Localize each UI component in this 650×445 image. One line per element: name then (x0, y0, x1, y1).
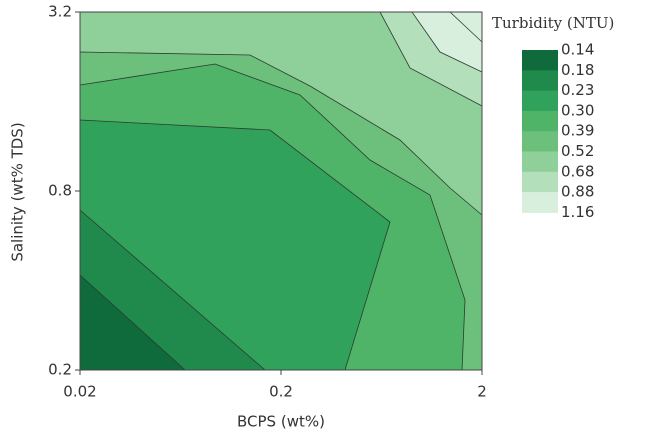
colorbar-label: 1.16 (561, 203, 594, 221)
colorbar-label: 0.23 (561, 81, 594, 99)
y-tick-label: 0.2 (48, 361, 72, 379)
y-axis-label: Salinity (wt% TDS) (9, 122, 27, 261)
colorbar-label: 0.88 (561, 183, 594, 201)
y-tick-label: 3.2 (48, 3, 72, 21)
colorbar-label: 0.39 (561, 122, 594, 140)
colorbar-label: 0.30 (561, 101, 594, 119)
colorbar-swatch (522, 151, 558, 173)
colorbar-swatch (522, 50, 558, 71)
y-tick-label: 0.8 (48, 182, 72, 200)
colorbar-swatch (522, 110, 558, 132)
x-tick-label: 0.02 (63, 383, 96, 401)
colorbar-swatch (522, 171, 558, 193)
colorbar-swatch (522, 90, 558, 112)
colorbar-title: Turbidity (NTU) (492, 14, 614, 32)
x-tick-label: 2 (477, 383, 487, 401)
colorbar-label: 0.68 (561, 162, 594, 180)
colorbar-label: 0.18 (561, 61, 594, 79)
x-tick-label: 0.2 (269, 383, 293, 401)
colorbar-swatch (522, 70, 558, 92)
colorbar-swatch (522, 192, 558, 213)
x-axis-label: BCPS (wt%) (237, 413, 325, 431)
colorbar-label: 0.14 (561, 41, 594, 59)
colorbar-swatch (522, 131, 558, 152)
colorbar-label: 0.52 (561, 142, 594, 160)
